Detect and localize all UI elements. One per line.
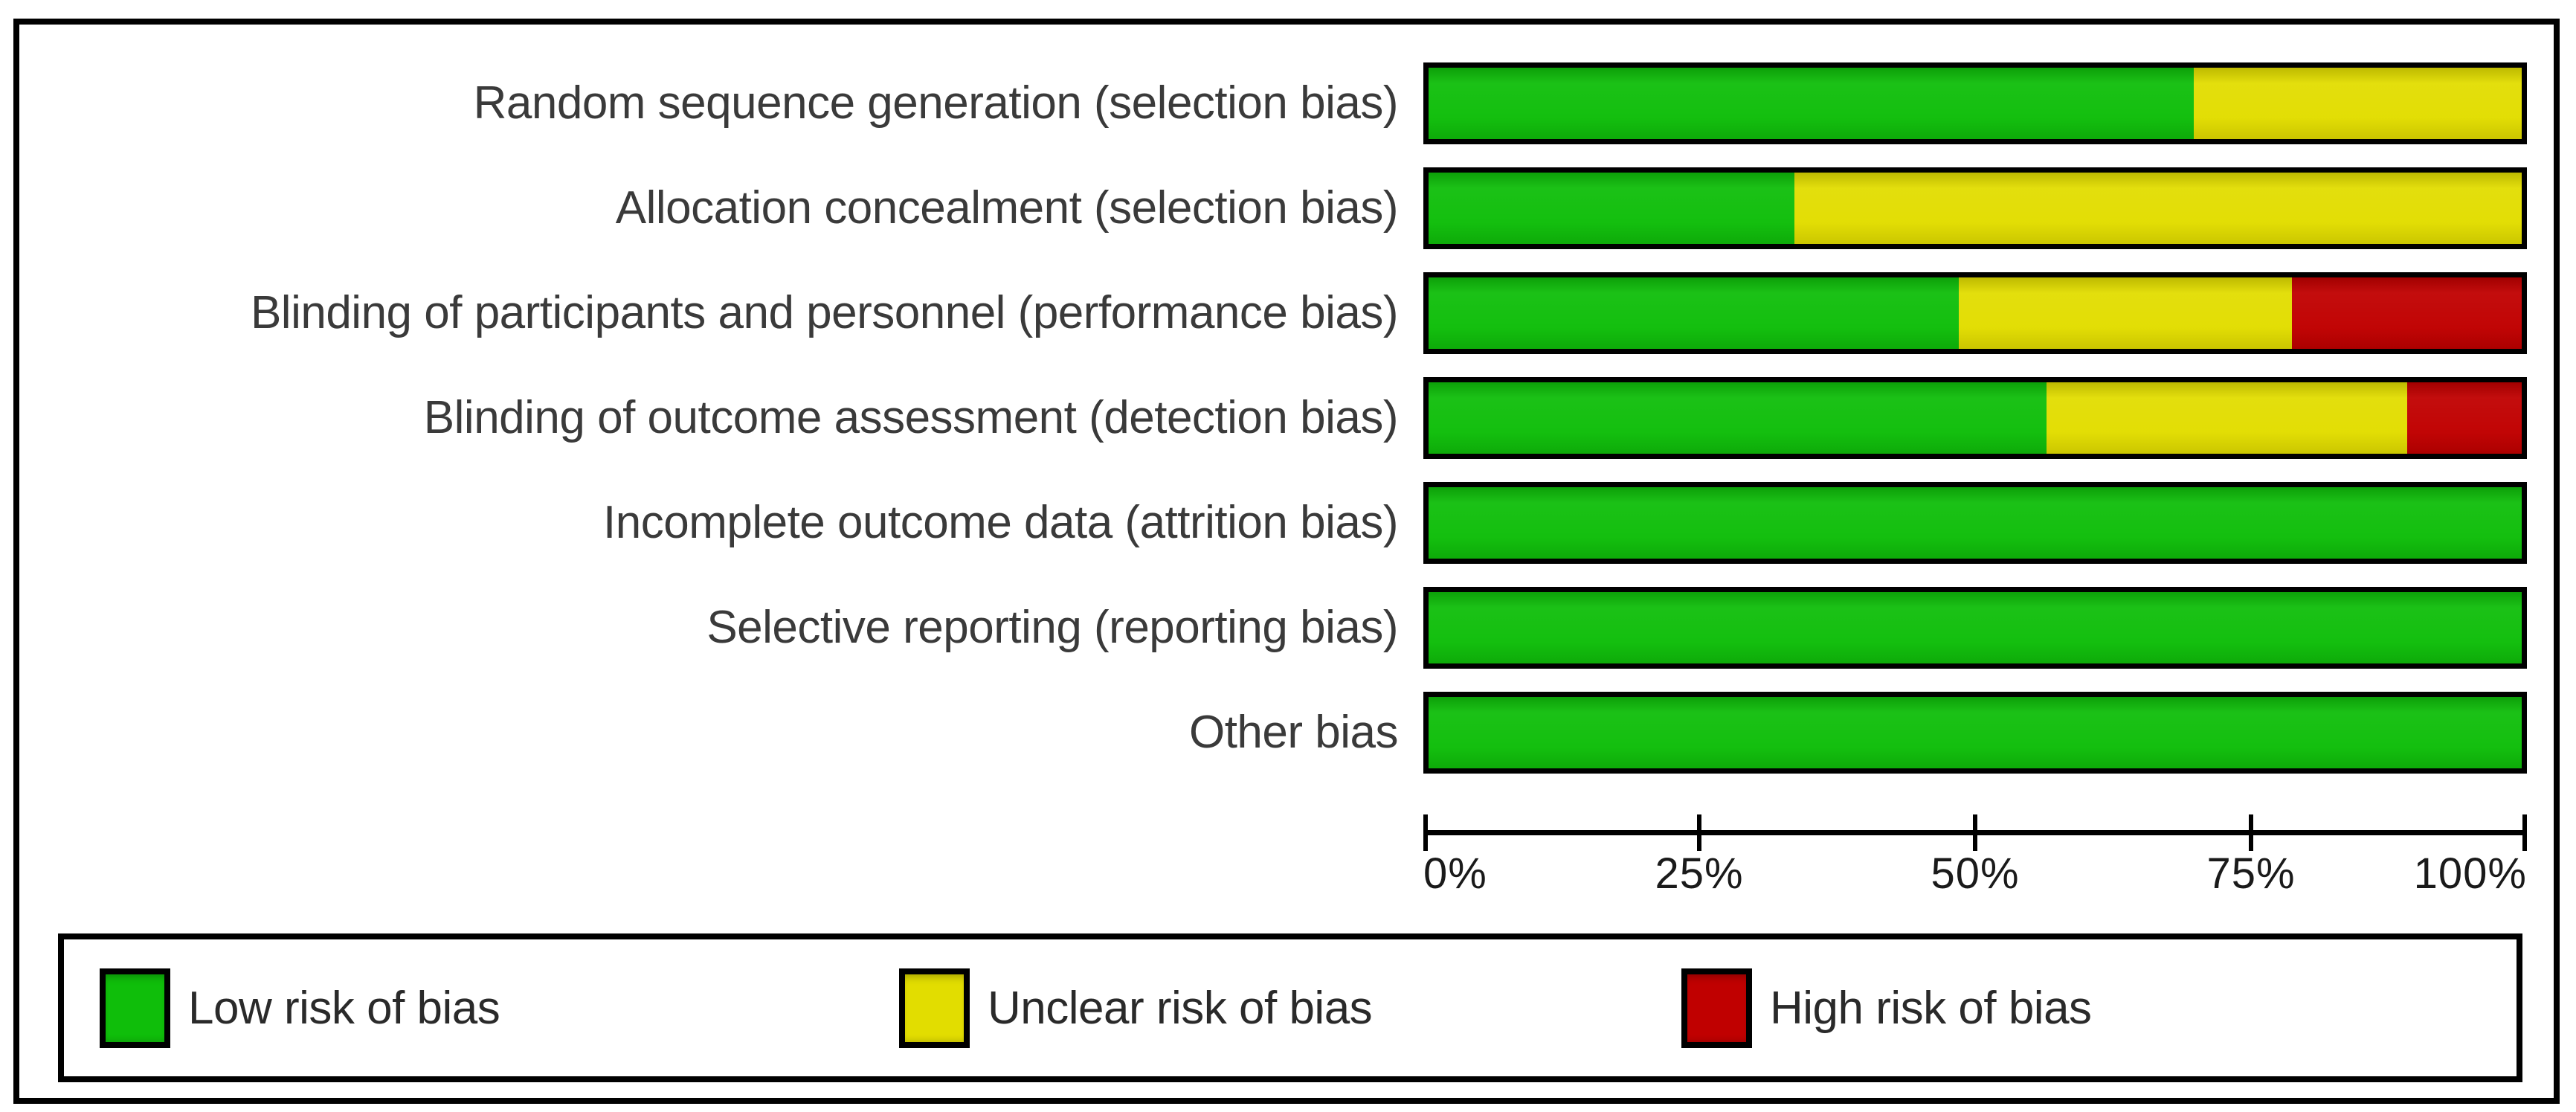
legend-item: High risk of bias [1681,939,2092,1076]
stacked-bar [1423,62,2527,144]
bar-segment-low-risk [1429,173,1795,244]
bar-segment-high-risk [2292,277,2522,349]
axis-tick-label: 50% [1931,849,2020,898]
legend-item: Unclear risk of bias [899,939,1373,1076]
x-axis-tick-labels: 0% 25% 50% 75% 100% [1423,849,2527,908]
bar-segment-low-risk [1429,68,2194,139]
stacked-bar [1423,692,2527,774]
bar-segment-low-risk [1429,277,1959,349]
axis-tick [2249,814,2253,851]
bias-row: Blinding of participants and personnel (… [19,272,2554,354]
bar-segment-low-risk [1429,697,2522,768]
legend: Low risk of bias Unclear risk of bias High… [58,933,2522,1082]
bias-row-label: Allocation concealment (selection bias) [615,182,1399,234]
x-axis [1423,814,2527,851]
bias-row-label: Other bias [1188,707,1399,758]
stacked-bar [1423,377,2527,459]
legend-label: High risk of bias [1770,982,2092,1034]
bias-row-label: Blinding of outcome assessment (detectio… [423,392,1399,443]
legend-item: Low risk of bias [100,939,500,1076]
bias-row: Random sequence generation (selection bi… [19,62,2554,144]
bias-row-label: Selective reporting (reporting bias) [706,602,1398,653]
bias-row-label: Incomplete outcome data (attrition bias) [603,497,1399,548]
axis-tick [1973,814,1977,851]
bias-row-label: Random sequence generation (selection bi… [473,77,1399,129]
bar-segment-low-risk [1429,487,2522,559]
bar-segment-unclear-risk [1794,173,2522,244]
legend-swatch-high-risk [1681,968,1752,1048]
axis-tick [1423,814,1428,851]
bias-row-label: Blinding of participants and personnel (… [250,287,1399,338]
axis-tick-label: 100% [2413,849,2527,898]
axis-tick-label: 0% [1423,849,1487,898]
axis-tick [1697,814,1701,851]
axis-tick-label: 25% [1655,849,1744,898]
bias-row: Selective reporting (reporting bias) [19,587,2554,669]
bar-segment-unclear-risk [1958,277,2293,349]
chart-rows: Random sequence generation (selection bi… [19,62,2554,774]
legend-swatch-low-risk [100,968,170,1048]
legend-label: Low risk of bias [188,982,500,1034]
bar-segment-unclear-risk [2194,68,2522,139]
figure-frame: Random sequence generation (selection bi… [13,19,2560,1104]
legend-label: Unclear risk of bias [988,982,1373,1034]
stacked-bar [1423,587,2527,669]
stacked-bar [1423,167,2527,249]
bias-row: Other bias [19,692,2554,774]
legend-swatch-unclear-risk [899,968,970,1048]
bias-row: Blinding of outcome assessment (detectio… [19,377,2554,459]
axis-tick [2522,814,2527,851]
bar-segment-unclear-risk [2046,382,2407,454]
bar-segment-low-risk [1429,382,2047,454]
stacked-bar [1423,272,2527,354]
bias-row: Allocation concealment (selection bias) [19,167,2554,249]
axis-tick-label: 75% [2206,849,2296,898]
bar-segment-high-risk [2406,382,2522,454]
bias-row: Incomplete outcome data (attrition bias) [19,482,2554,564]
bar-segment-low-risk [1429,592,2522,663]
stacked-bar [1423,482,2527,564]
